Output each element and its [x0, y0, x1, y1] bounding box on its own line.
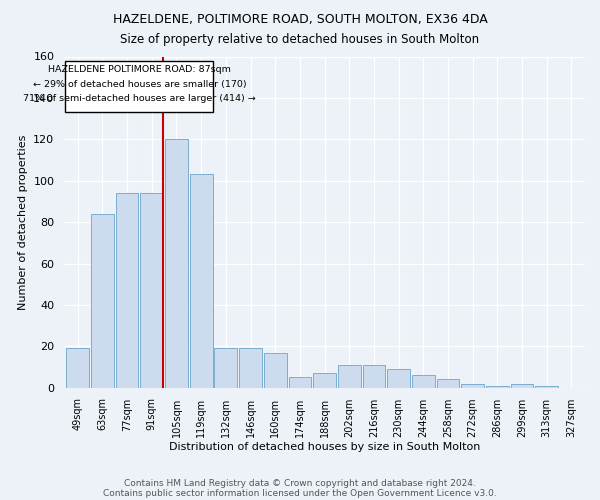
Bar	[412, 376, 434, 388]
Text: Contains public sector information licensed under the Open Government Licence v3: Contains public sector information licen…	[103, 488, 497, 498]
Bar	[511, 384, 533, 388]
Text: 71% of semi-detached houses are larger (414) →: 71% of semi-detached houses are larger (…	[23, 94, 256, 104]
Bar	[461, 384, 484, 388]
Bar	[165, 140, 188, 388]
Bar	[387, 369, 410, 388]
Bar	[116, 193, 139, 388]
Text: ← 29% of detached houses are smaller (170): ← 29% of detached houses are smaller (17…	[32, 80, 246, 88]
Text: Size of property relative to detached houses in South Molton: Size of property relative to detached ho…	[121, 32, 479, 46]
Bar	[67, 348, 89, 388]
Bar	[486, 386, 509, 388]
Bar	[190, 174, 212, 388]
X-axis label: Distribution of detached houses by size in South Molton: Distribution of detached houses by size …	[169, 442, 480, 452]
Bar	[437, 380, 460, 388]
Bar	[535, 386, 558, 388]
FancyBboxPatch shape	[65, 60, 214, 112]
Bar	[140, 193, 163, 388]
Bar	[362, 365, 385, 388]
Bar	[338, 365, 361, 388]
Text: HAZELDENE, POLTIMORE ROAD, SOUTH MOLTON, EX36 4DA: HAZELDENE, POLTIMORE ROAD, SOUTH MOLTON,…	[113, 12, 487, 26]
Bar	[214, 348, 237, 388]
Bar	[313, 373, 336, 388]
Bar	[264, 352, 287, 388]
Text: HAZELDENE POLTIMORE ROAD: 87sqm: HAZELDENE POLTIMORE ROAD: 87sqm	[48, 65, 231, 74]
Bar	[289, 378, 311, 388]
Bar	[239, 348, 262, 388]
Y-axis label: Number of detached properties: Number of detached properties	[18, 134, 28, 310]
Text: Contains HM Land Registry data © Crown copyright and database right 2024.: Contains HM Land Registry data © Crown c…	[124, 478, 476, 488]
Bar	[91, 214, 114, 388]
